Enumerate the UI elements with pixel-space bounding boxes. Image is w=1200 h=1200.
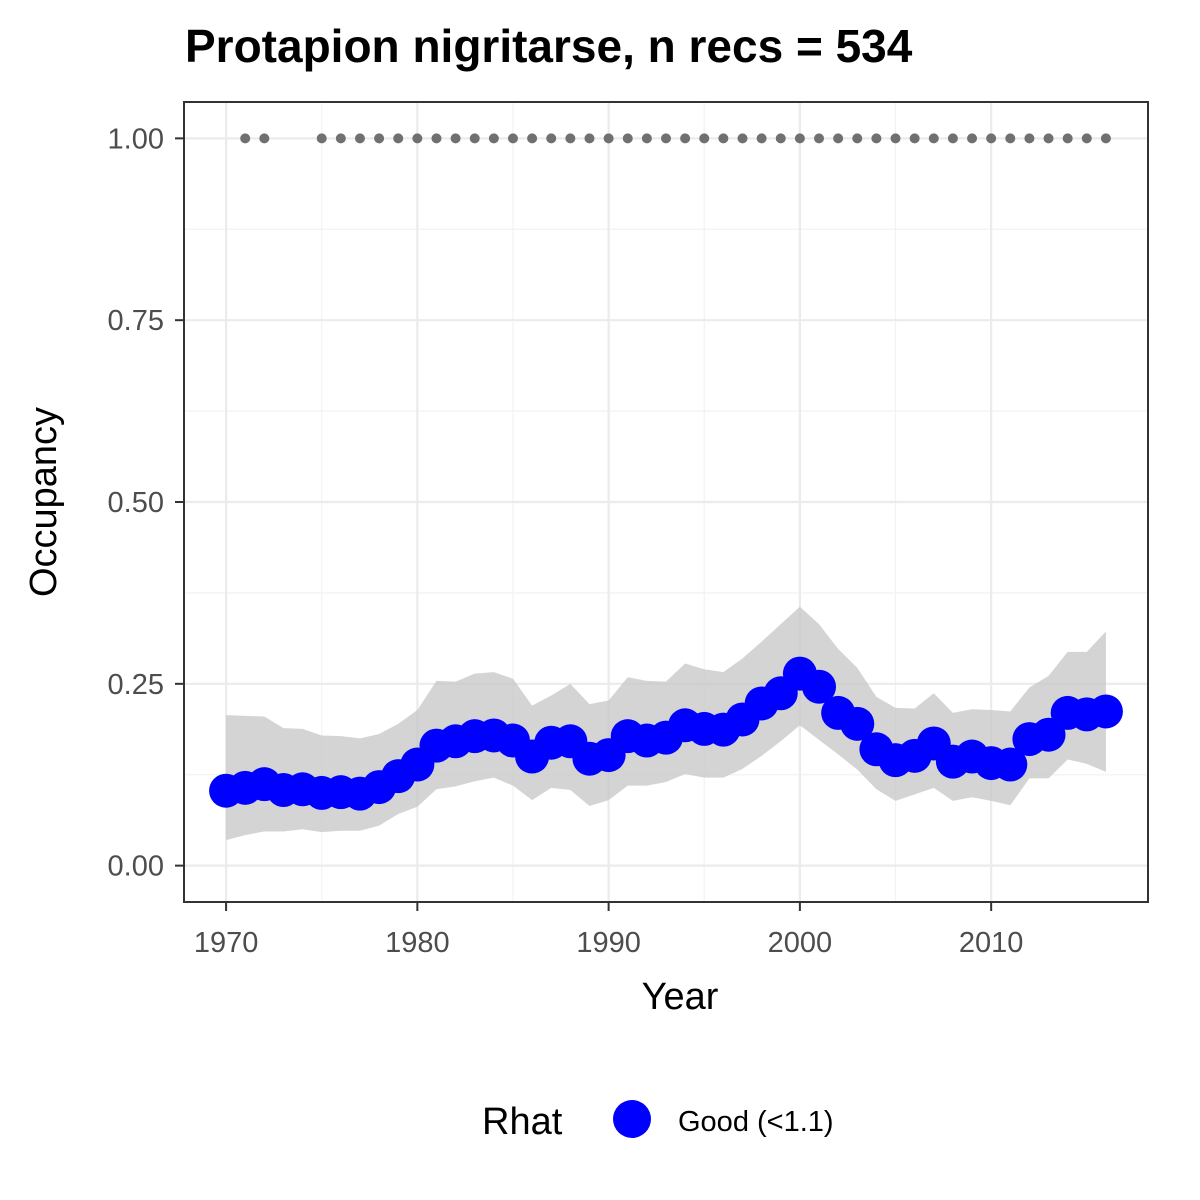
x-tick-label: 1970 bbox=[194, 927, 259, 959]
y-axis-title: Occupancy bbox=[23, 407, 65, 597]
rug-point bbox=[699, 133, 710, 144]
rug-point bbox=[814, 133, 825, 144]
rug-point bbox=[431, 133, 442, 144]
rug-point bbox=[354, 133, 365, 144]
rug-point bbox=[794, 133, 805, 144]
record-year-rug bbox=[240, 133, 1111, 144]
x-tick-label: 1980 bbox=[385, 927, 450, 959]
y-tick-label: 1.00 bbox=[108, 123, 164, 155]
y-tick-label: 0.75 bbox=[108, 305, 164, 337]
rug-point bbox=[603, 133, 614, 144]
legend-title: Rhat bbox=[482, 1101, 563, 1143]
legend-label-good: Good (<1.1) bbox=[678, 1106, 834, 1138]
rug-point bbox=[661, 133, 671, 144]
occupancy-point bbox=[802, 669, 837, 704]
rug-point bbox=[527, 133, 538, 144]
rug-point bbox=[259, 133, 270, 144]
legend-key-good bbox=[613, 1100, 651, 1138]
x-tick-label: 2010 bbox=[959, 927, 1024, 959]
occupancy-point bbox=[1031, 717, 1066, 752]
rug-point bbox=[775, 133, 786, 144]
rug-point bbox=[1024, 133, 1035, 144]
occupancy-points bbox=[209, 656, 1123, 811]
rug-point bbox=[947, 133, 958, 144]
rug-point bbox=[469, 133, 480, 144]
rug-point bbox=[335, 133, 346, 144]
rug-point bbox=[1081, 133, 1092, 144]
rug-point bbox=[871, 133, 882, 144]
x-axis-title: Year bbox=[642, 976, 719, 1018]
rug-point bbox=[967, 133, 978, 144]
rug-point bbox=[718, 133, 729, 144]
y-tick-label: 0.00 bbox=[108, 851, 164, 883]
rug-point bbox=[546, 133, 557, 144]
rug-point bbox=[1100, 133, 1111, 144]
rug-point bbox=[450, 133, 461, 144]
rug-point bbox=[507, 133, 518, 144]
y-tick-label: 0.25 bbox=[108, 669, 164, 701]
rug-point bbox=[833, 133, 844, 144]
rug-point bbox=[374, 133, 385, 144]
rug-point bbox=[488, 133, 499, 144]
y-tick-label: 0.50 bbox=[108, 487, 164, 519]
x-axis: 1970 1980 1990 2000 2010 bbox=[194, 902, 1024, 959]
rug-point bbox=[986, 133, 997, 144]
occupancy-point bbox=[1088, 694, 1123, 729]
rug-point bbox=[890, 133, 901, 144]
rug-point bbox=[1043, 133, 1054, 144]
rug-point bbox=[565, 133, 576, 144]
rug-point bbox=[928, 133, 939, 144]
rug-point bbox=[680, 133, 691, 144]
rug-point bbox=[584, 133, 595, 144]
occupancy-point bbox=[840, 706, 875, 741]
rug-point bbox=[909, 133, 920, 144]
rug-point bbox=[622, 133, 633, 144]
rug-point bbox=[316, 133, 327, 144]
rug-point bbox=[641, 133, 652, 144]
rug-point bbox=[1005, 133, 1016, 144]
occupancy-point bbox=[993, 747, 1028, 782]
rug-point bbox=[737, 133, 748, 144]
x-tick-label: 1990 bbox=[576, 927, 641, 959]
rug-point bbox=[412, 133, 423, 144]
x-tick-label: 2000 bbox=[768, 927, 833, 959]
rug-point bbox=[852, 133, 863, 144]
legend: Rhat Good (<1.1) bbox=[482, 1100, 834, 1143]
rug-point bbox=[756, 133, 767, 144]
rug-point bbox=[393, 133, 404, 144]
rug-point bbox=[1062, 133, 1073, 144]
y-axis: 0.00 0.25 0.50 0.75 1.00 bbox=[108, 123, 184, 883]
rug-point bbox=[240, 133, 251, 144]
chart-title: Protapion nigritarse, n recs = 534 bbox=[185, 20, 913, 72]
